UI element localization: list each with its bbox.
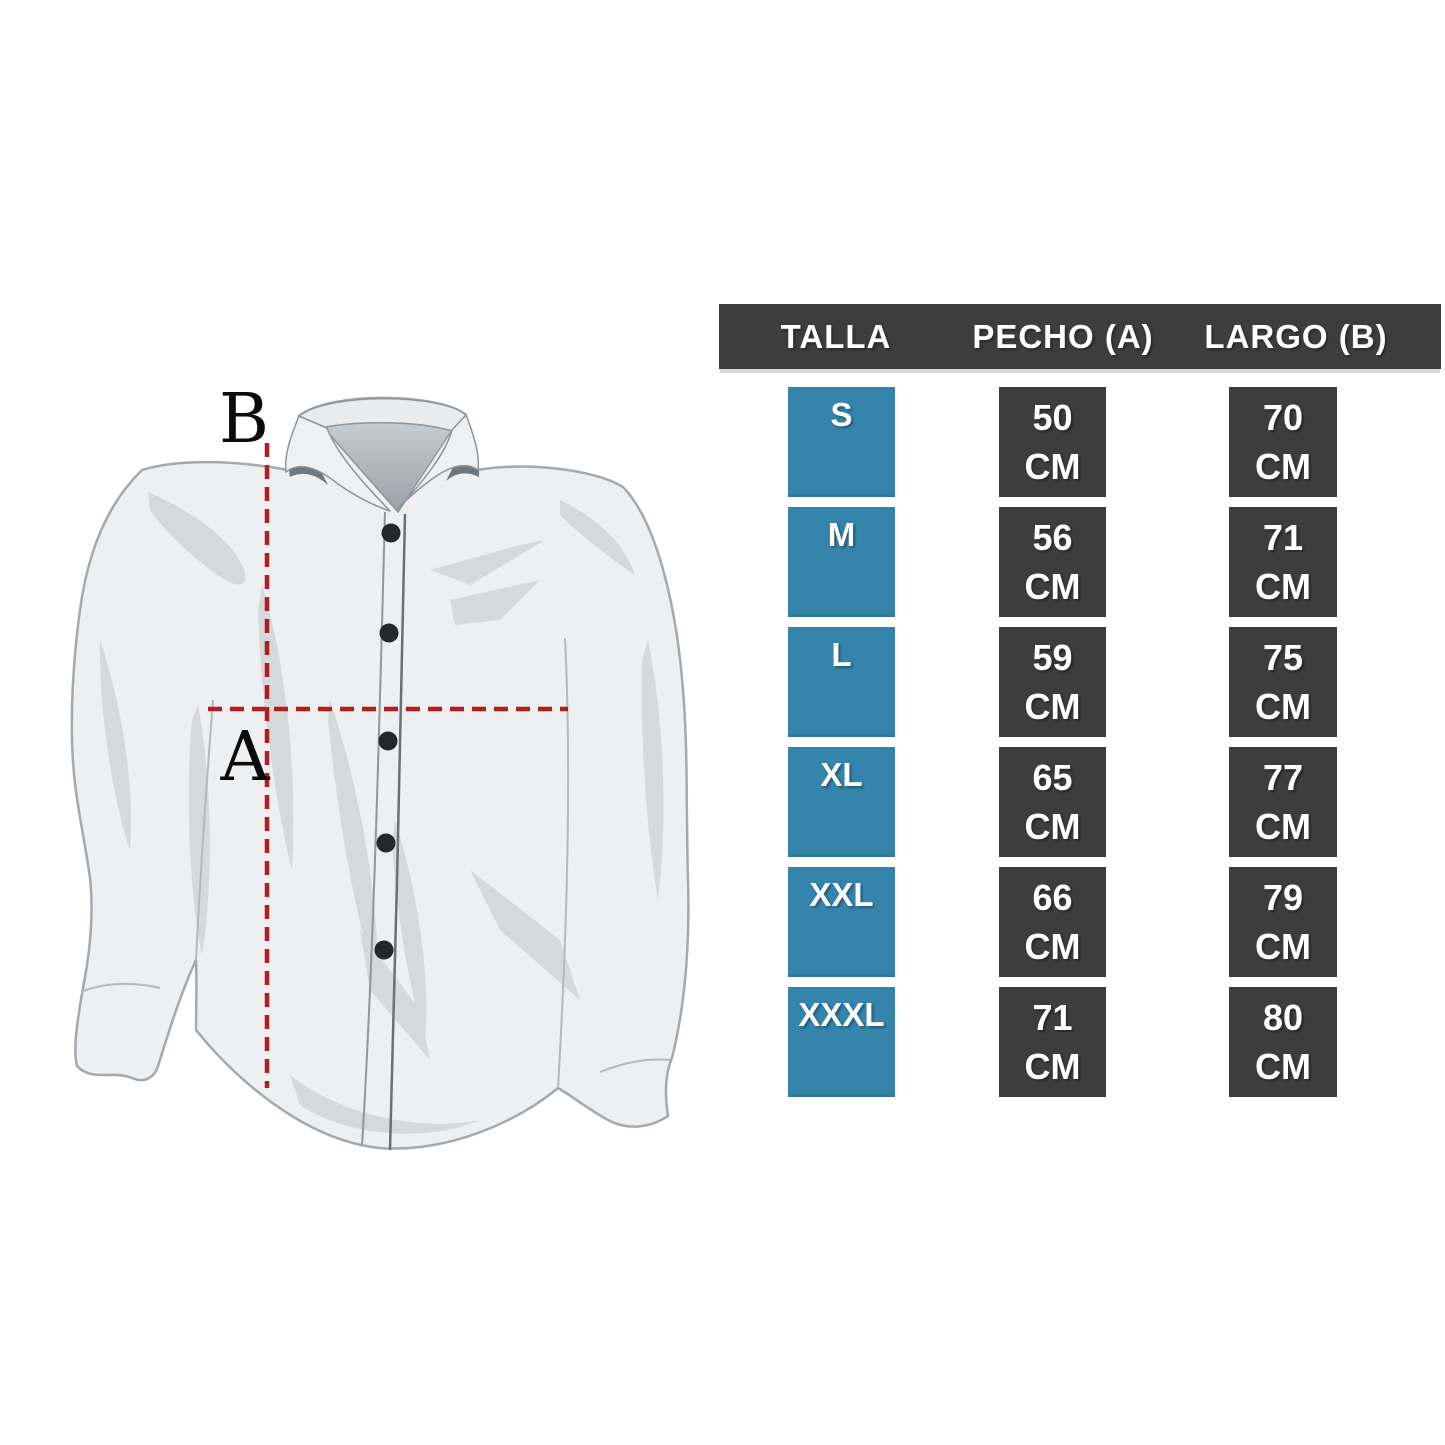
chest-cell-xxl: 66 CM bbox=[999, 867, 1106, 977]
unit-label: CM bbox=[1024, 445, 1081, 487]
unit-label: CM bbox=[1255, 805, 1311, 847]
shirt-placket bbox=[361, 511, 407, 1151]
shirt-seams bbox=[80, 637, 671, 1089]
unit-label: CM bbox=[1255, 565, 1311, 607]
chest-value: 66 bbox=[1032, 876, 1073, 918]
size-cell-xxl: XXL bbox=[788, 867, 895, 977]
length-value: 79 bbox=[1262, 876, 1304, 918]
unit-label: CM bbox=[1024, 805, 1081, 847]
size-cell-xxxl: XXXL bbox=[788, 987, 895, 1097]
length-cell-m: 71 CM bbox=[1229, 507, 1337, 617]
chest-label-a: A bbox=[219, 718, 270, 797]
chest-cell-m: 56 CM bbox=[999, 507, 1106, 617]
unit-label: CM bbox=[1024, 925, 1081, 967]
length-value: 70 bbox=[1262, 396, 1304, 438]
unit-label: CM bbox=[1255, 925, 1311, 967]
length-value: 77 bbox=[1262, 756, 1304, 798]
chest-value: 65 bbox=[1032, 756, 1073, 798]
chest-cell-l: 59 CM bbox=[999, 627, 1106, 737]
size-cell-s: S bbox=[788, 387, 895, 497]
chest-cell-xxxl: 71 CM bbox=[999, 987, 1106, 1097]
unit-label: CM bbox=[1024, 565, 1081, 607]
size-cell-m: M bbox=[788, 507, 895, 617]
unit-label: CM bbox=[1255, 1045, 1311, 1087]
size-cell-xl: XL bbox=[788, 747, 895, 857]
unit-label: CM bbox=[1024, 1045, 1081, 1087]
chest-cell-s: 50 CM bbox=[999, 387, 1106, 497]
length-cell-xxl: 79 CM bbox=[1229, 867, 1337, 977]
header-largo: LARGO (B) bbox=[1204, 317, 1388, 355]
length-cell-xxxl: 80 CM bbox=[1229, 987, 1337, 1097]
header-pecho: PECHO (A) bbox=[972, 317, 1154, 355]
chest-value: 56 bbox=[1032, 516, 1073, 558]
collar-flap-left bbox=[284, 415, 391, 512]
unit-label: CM bbox=[1255, 445, 1311, 487]
size-chart-header: TALLA PECHO (A) LARGO (B) bbox=[719, 304, 1441, 369]
length-cell-l: 75 CM bbox=[1229, 627, 1337, 737]
length-value: 71 bbox=[1262, 516, 1304, 558]
chest-cell-xl: 65 CM bbox=[999, 747, 1106, 857]
chest-value: 50 bbox=[1032, 396, 1073, 438]
length-value: 80 bbox=[1262, 996, 1304, 1038]
chest-value: 71 bbox=[1032, 996, 1073, 1038]
unit-label: CM bbox=[1024, 685, 1081, 727]
length-cell-xl: 77 CM bbox=[1229, 747, 1337, 857]
unit-label: CM bbox=[1255, 685, 1311, 727]
length-value: 75 bbox=[1262, 636, 1304, 678]
size-cell-l: L bbox=[788, 627, 895, 737]
length-label-b: B bbox=[219, 380, 269, 459]
collar-flap-right bbox=[395, 414, 480, 511]
shirt-collar bbox=[284, 397, 480, 514]
chest-value: 59 bbox=[1032, 636, 1073, 678]
length-cell-s: 70 CM bbox=[1229, 387, 1337, 497]
shirt-buttons bbox=[374, 523, 401, 960]
measurement-lines bbox=[208, 443, 568, 1088]
header-talla: TALLA bbox=[780, 317, 892, 355]
